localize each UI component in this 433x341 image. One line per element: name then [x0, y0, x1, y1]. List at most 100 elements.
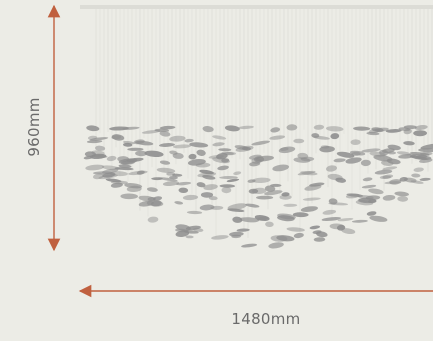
leaf-cluster [418, 148, 433, 153]
leaf-cluster [188, 153, 197, 160]
leaf-cluster [159, 125, 176, 130]
leaf-cluster [202, 126, 214, 133]
leaf-cluster [351, 219, 368, 223]
leaf-cluster [114, 167, 134, 171]
leaf-cluster [397, 196, 409, 202]
leaf-cluster [169, 175, 178, 180]
leaf-cluster [86, 140, 103, 144]
leaf-cluster [360, 159, 371, 167]
leaf-cluster [270, 127, 281, 133]
leaf-cluster [185, 235, 194, 239]
ceiling-canopy [80, 5, 433, 9]
leaf-cluster [251, 157, 262, 164]
leaf-cluster [217, 165, 229, 171]
leaf-cluster [252, 177, 271, 184]
leaf-cluster [256, 195, 274, 200]
leaf-cluster [374, 169, 393, 175]
leaf-cluster [219, 184, 236, 188]
leaf-cluster [419, 177, 431, 181]
leaf-cluster [270, 183, 282, 187]
leaf-cluster [227, 208, 245, 213]
leaf-cluster [361, 148, 381, 153]
leaf-cluster [193, 227, 204, 232]
leaf-cluster [269, 135, 286, 140]
leaf-cluster [414, 124, 428, 131]
leaf-cluster [272, 164, 290, 172]
leaf-cluster [300, 206, 318, 212]
leaf-cluster [293, 232, 304, 239]
leaf-cluster [345, 157, 362, 164]
leaf-cluster [394, 191, 409, 197]
leaf-cluster [199, 204, 215, 211]
leaf-cluster [216, 152, 228, 160]
leaf-cluster [202, 174, 216, 180]
leaf-cluster [233, 171, 242, 175]
leaf-cluster [238, 125, 254, 130]
leaf-cluster [313, 124, 325, 130]
leaf-cluster [313, 237, 326, 242]
leaf-cluster [86, 125, 100, 132]
leaf-cluster [353, 126, 371, 131]
leaf-cluster [270, 235, 288, 242]
leaf-cluster [281, 192, 290, 197]
leaf-cluster [420, 143, 433, 150]
leaf-cluster [357, 198, 372, 203]
width-dimension-label: 1480mm [231, 310, 301, 328]
leaf-cluster [146, 187, 158, 192]
leaf-cluster [147, 216, 159, 223]
leaf-cluster [174, 201, 184, 205]
leaf-cluster [330, 133, 340, 140]
leaf-cluster [410, 155, 428, 161]
leaf-cluster [135, 140, 154, 146]
leaf-cluster [98, 174, 118, 180]
leaf-cluster [235, 145, 254, 152]
leaf-cluster [231, 234, 242, 239]
leaf-cluster [176, 181, 192, 186]
leaf-cluster [382, 166, 398, 171]
leaf-cluster [105, 178, 122, 183]
leaf-cluster [304, 184, 322, 191]
leaf-cluster [413, 130, 427, 137]
leaf-cluster [138, 195, 156, 202]
leaf-cluster [351, 151, 361, 157]
suspension-wires [95, 9, 433, 238]
leaf-cluster [135, 150, 147, 157]
leaf-cluster [210, 205, 224, 210]
leaf-cluster [268, 242, 284, 249]
leaf-cluster [398, 127, 411, 132]
leaf-cluster [396, 151, 412, 156]
leaf-cluster [283, 203, 298, 207]
leaf-cluster [403, 141, 415, 146]
leaf-cluster [175, 230, 190, 238]
leaf-cluster [232, 216, 243, 223]
leaf-cluster [311, 133, 320, 138]
leaf-cluster [399, 176, 408, 182]
leaf-cluster [156, 167, 176, 174]
leaf-cluster [120, 160, 135, 165]
leaf-cluster [264, 185, 276, 192]
leaf-cluster [138, 200, 154, 207]
leaf-cluster [159, 160, 171, 165]
height-dimension-label: 960mm [25, 97, 43, 157]
leaf-cluster [166, 172, 176, 176]
leaf-cluster [172, 152, 184, 159]
leaf-cluster [120, 193, 138, 200]
leaf-cluster [277, 215, 295, 222]
leaf-cluster [187, 158, 206, 166]
leaf-cluster [337, 217, 354, 222]
leaf-cluster [251, 140, 270, 146]
leaf-cluster [379, 149, 389, 156]
leaf-cluster [341, 228, 356, 235]
leaf-cluster [89, 137, 109, 141]
leaf-cluster [309, 225, 321, 230]
leaf-cluster [110, 182, 123, 188]
leaf-cluster [325, 165, 338, 172]
leaf-cluster [350, 139, 361, 146]
leaf-cluster [102, 168, 119, 174]
leaf-cluster [382, 194, 396, 201]
leaf-cluster [265, 221, 274, 228]
leaf-cluster [357, 195, 374, 199]
leaf-clusters [83, 124, 433, 249]
leaf-cluster [362, 177, 373, 182]
